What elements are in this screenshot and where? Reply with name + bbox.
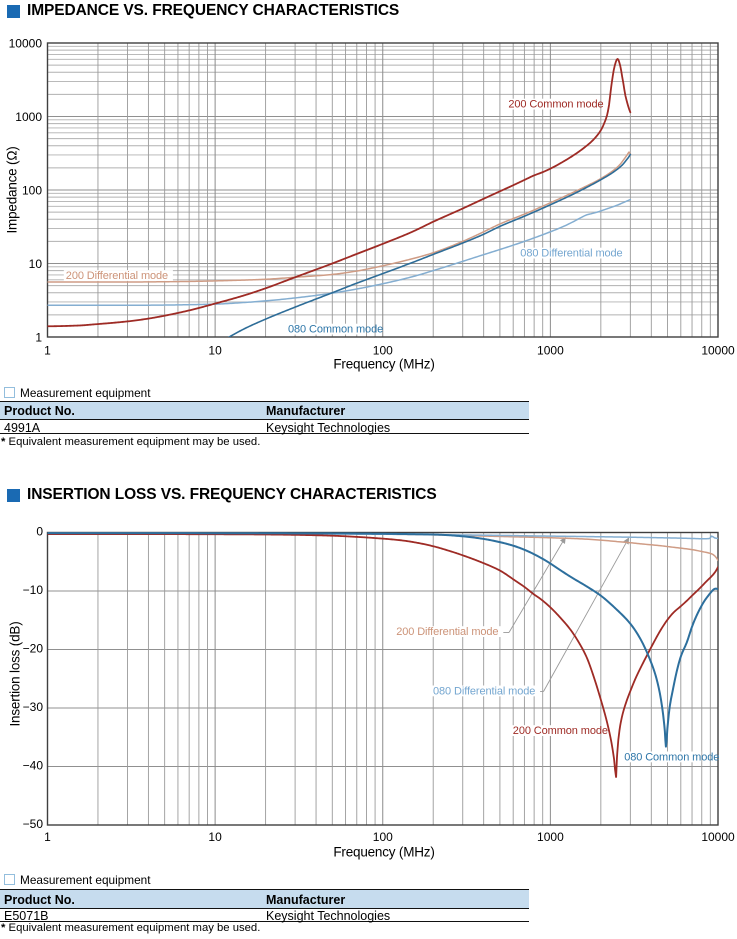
svg-text:0: 0	[36, 524, 43, 538]
svg-text:10: 10	[29, 257, 43, 271]
svg-text:1000: 1000	[15, 110, 42, 124]
svg-text:200 Differential mode: 200 Differential mode	[66, 270, 168, 282]
svg-text:1000: 1000	[537, 830, 564, 844]
svg-text:10000: 10000	[9, 36, 43, 50]
svg-text:10000: 10000	[701, 830, 735, 844]
svg-text:10: 10	[208, 830, 222, 844]
svg-text:200 Differential mode: 200 Differential mode	[396, 626, 498, 638]
svg-text:100: 100	[373, 344, 393, 358]
svg-text:080 Differential mode: 080 Differential mode	[433, 685, 535, 697]
svg-text:1000: 1000	[537, 344, 564, 358]
svg-text:−50: −50	[23, 817, 44, 831]
svg-text:080 Common mode: 080 Common mode	[624, 751, 719, 763]
svg-text:10000: 10000	[701, 344, 735, 358]
svg-text:Frequency (MHz): Frequency (MHz)	[333, 844, 434, 859]
svg-text:1: 1	[35, 330, 42, 344]
svg-text:1: 1	[44, 344, 51, 358]
svg-text:−30: −30	[23, 700, 44, 714]
svg-text:100: 100	[22, 183, 42, 197]
svg-text:080 Differential mode: 080 Differential mode	[520, 248, 622, 260]
svg-text:−10: −10	[23, 583, 44, 597]
svg-text:200 Common mode: 200 Common mode	[508, 99, 603, 111]
svg-text:200 Common mode: 200 Common mode	[513, 725, 608, 737]
svg-text:100: 100	[373, 830, 393, 844]
svg-text:−40: −40	[23, 758, 44, 772]
svg-text:1: 1	[44, 830, 51, 844]
svg-text:Impedance (Ω): Impedance (Ω)	[5, 146, 20, 233]
svg-text:−20: −20	[23, 641, 44, 655]
svg-text:Insertion loss (dB): Insertion loss (dB)	[8, 622, 23, 727]
svg-text:080 Common mode: 080 Common mode	[288, 324, 383, 336]
svg-text:Frequency (MHz): Frequency (MHz)	[333, 357, 434, 372]
svg-text:10: 10	[208, 344, 222, 358]
